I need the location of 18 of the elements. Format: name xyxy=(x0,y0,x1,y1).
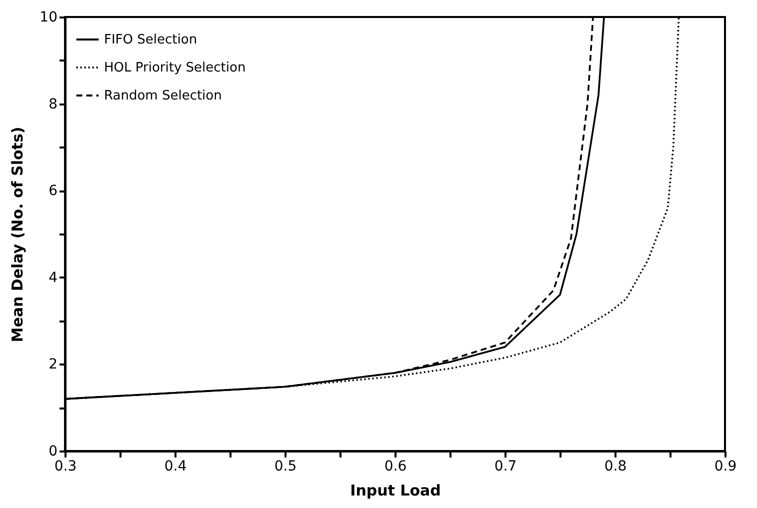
legend-label: Random Selection xyxy=(104,88,222,104)
y-tick-label: 8 xyxy=(48,96,58,112)
y-tick-label: 4 xyxy=(48,270,58,286)
x-tick-label: 0.3 xyxy=(54,458,77,474)
x-tick-label: 0.9 xyxy=(714,458,737,474)
legend-label: HOL Priority Selection xyxy=(104,60,246,76)
y-tick-label: 6 xyxy=(48,183,58,200)
y-axis-title: Mean Delay (No. of Slots) xyxy=(8,126,27,342)
x-axis-title: Input Load xyxy=(350,482,441,500)
x-tick-label: 0.4 xyxy=(164,458,187,474)
legend-label: FIFO Selection xyxy=(104,32,198,48)
y-tick-label: 2 xyxy=(48,356,58,373)
x-tick-label: 0.8 xyxy=(604,458,627,474)
y-tick-label: 10 xyxy=(40,10,58,26)
y-tick-label: 0 xyxy=(48,444,58,460)
x-tick-label: 0.6 xyxy=(384,458,407,474)
x-tick-label: 0.5 xyxy=(274,458,297,474)
x-tick-label: 0.7 xyxy=(494,458,517,474)
